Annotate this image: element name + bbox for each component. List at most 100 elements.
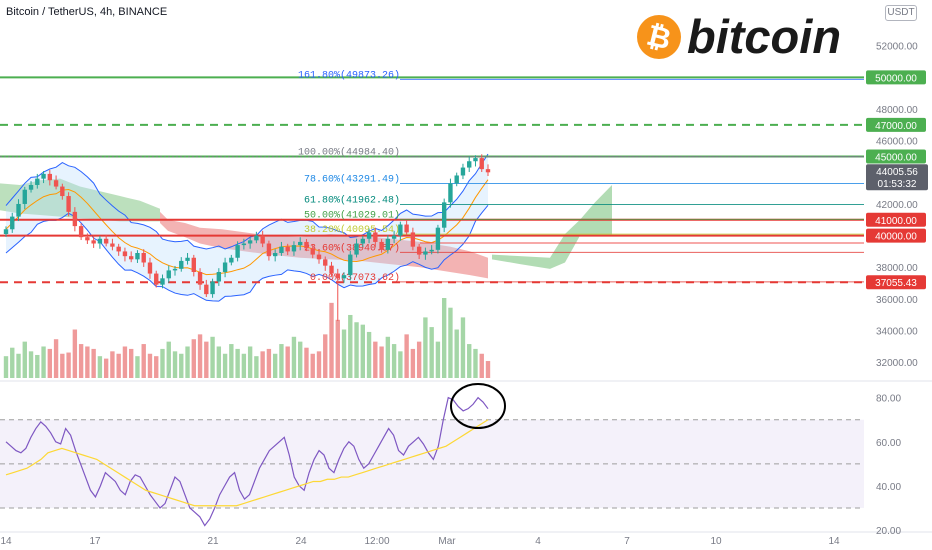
volume-bar — [410, 348, 416, 378]
fib-label: 78.60%(43291.49) — [304, 174, 400, 186]
bitcoin-logo: ₿ bitcoin — [637, 14, 841, 60]
volume-bar — [391, 344, 397, 378]
volume-bar — [479, 353, 484, 378]
volume-bar — [429, 327, 434, 378]
candle-body — [216, 271, 222, 282]
candle-body — [135, 253, 140, 260]
candle-body — [191, 257, 196, 272]
candle-body — [373, 232, 378, 242]
candle-body — [266, 243, 272, 257]
volume-bar — [78, 344, 84, 378]
time-tick: Mar — [438, 536, 456, 547]
bollinger-fill — [6, 154, 488, 302]
candle-body — [254, 235, 259, 241]
volume-bar — [260, 351, 265, 378]
volume-bar — [254, 356, 259, 378]
volume-bar — [385, 336, 391, 378]
price-tick: 36000.00 — [876, 295, 918, 306]
fibonacci-retracement[interactable]: 161.80%(49873.26) 100.00%(44984.40) 78.60%… — [0, 69, 864, 284]
volume-bar — [416, 341, 422, 378]
candle-body — [204, 284, 209, 295]
candle-body — [460, 167, 466, 176]
price-tag-label: 45000.00 — [875, 152, 917, 163]
candle-body — [53, 180, 59, 187]
price-tag — [866, 149, 926, 164]
candle-body — [448, 183, 453, 203]
candle-body — [485, 169, 491, 173]
candle-body — [467, 161, 472, 168]
price-tick: 52000.00 — [876, 42, 918, 53]
candle-body — [166, 270, 171, 279]
cloud-bullish-future — [492, 184, 612, 269]
volume-bar — [222, 353, 228, 378]
candle-body — [398, 224, 403, 236]
currency-button[interactable]: USDT — [885, 5, 917, 21]
bollinger-basis — [5, 179, 489, 276]
volume-bar — [47, 348, 53, 378]
price-axis[interactable]: 52000.00 50000.00 48000.00 47000.00 46000.00… — [866, 42, 928, 537]
candle-body — [391, 235, 397, 239]
candle-body — [479, 158, 484, 170]
volume-bar — [316, 351, 322, 378]
fib-label: 38.20%(40095.54) — [304, 224, 400, 236]
rsi-pane — [0, 383, 864, 527]
candle-body — [341, 275, 347, 279]
volume-bar — [272, 353, 278, 378]
candle-body — [41, 173, 46, 179]
volume-bar — [129, 348, 134, 378]
candle-body — [122, 251, 128, 257]
volume-bar — [335, 319, 340, 378]
volume-bar — [72, 329, 78, 378]
candle-body — [154, 273, 159, 285]
time-tick: 24 — [295, 536, 307, 547]
rsi-tick: 20.00 — [876, 526, 901, 537]
rsi-line — [5, 396, 489, 527]
price-tick: 34000.00 — [876, 327, 918, 338]
volume-bar — [191, 339, 196, 378]
volume-bar — [229, 344, 234, 378]
candle-body — [85, 237, 90, 241]
volume-bar — [110, 351, 115, 378]
candle-body — [335, 273, 340, 279]
volume-bar — [3, 356, 9, 378]
volume-bar — [28, 351, 34, 378]
candle-body — [441, 202, 447, 228]
volume-bar — [41, 346, 46, 378]
volume-bar — [66, 352, 71, 378]
volume-bar — [404, 334, 409, 378]
volume-bar — [366, 331, 372, 378]
candle-body — [141, 253, 146, 263]
volume-bar — [16, 353, 21, 378]
volume-bar — [435, 341, 441, 378]
rsi-ma-line — [5, 419, 489, 507]
time-tick: 12:00 — [364, 536, 389, 547]
candle-body — [103, 238, 109, 244]
candle-body — [147, 262, 153, 274]
volume-bar — [116, 353, 121, 378]
bitcoin-logo-wordmark: bitcoin — [687, 14, 841, 60]
candle-body — [235, 245, 240, 258]
candle-body — [197, 271, 203, 285]
candle-body — [247, 240, 253, 244]
candle-body — [260, 235, 265, 244]
fib-label: 50.00%(41029.01) — [304, 209, 400, 221]
fib-label: 161.80%(49873.26) — [298, 69, 400, 81]
chart-title: Bitcoin / TetherUS, 4h, BINANCE — [6, 6, 168, 18]
candle-body — [285, 246, 290, 252]
price-tag-label: 41000.00 — [875, 216, 917, 227]
volume-bar — [53, 339, 59, 378]
time-axis[interactable]: 14 17 21 24 12:00 Mar 4 7 10 14 — [0, 536, 840, 547]
candle-body — [385, 238, 391, 250]
volume-bar — [298, 341, 303, 378]
candle-body — [229, 257, 234, 263]
price-tag-label: 50000.00 — [875, 73, 917, 84]
candle-body — [410, 232, 416, 247]
volume-bar — [454, 329, 459, 378]
volume-bar — [460, 317, 466, 378]
volume-bar — [241, 353, 247, 378]
candle-body — [16, 203, 21, 217]
volume-bar — [91, 348, 96, 378]
candle-body — [110, 243, 115, 247]
volume-bar — [216, 346, 222, 378]
